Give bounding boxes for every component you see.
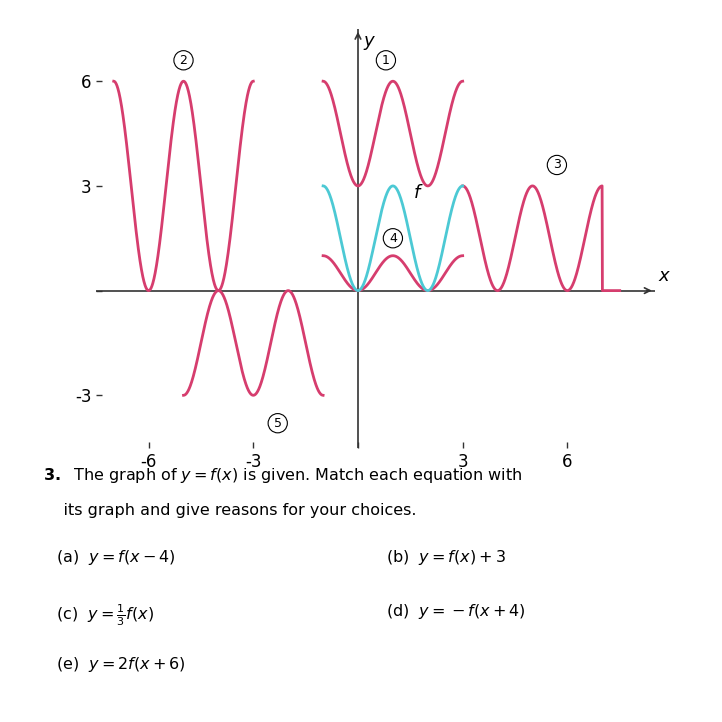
Text: 3: 3 — [553, 158, 561, 172]
Text: f: f — [414, 184, 420, 202]
Text: 4: 4 — [389, 232, 397, 245]
Text: its graph and give reasons for your choices.: its graph and give reasons for your choi… — [43, 503, 416, 518]
Text: (e)  $y = 2f(x + 6)$: (e) $y = 2f(x + 6)$ — [56, 656, 186, 674]
Text: (b)  $y = f(x) + 3$: (b) $y = f(x) + 3$ — [386, 549, 505, 567]
Text: x: x — [658, 267, 669, 285]
Text: (d)  $y = -f(x + 4)$: (d) $y = -f(x + 4)$ — [386, 602, 525, 621]
Text: $\mathbf{3.}$  The graph of $y = f(x)$ is given. Match each equation with: $\mathbf{3.}$ The graph of $y = f(x)$ is… — [43, 466, 522, 484]
Text: 5: 5 — [274, 417, 282, 430]
Text: 2: 2 — [180, 53, 188, 67]
Text: y: y — [363, 32, 374, 51]
Text: (a)  $y = f(x - 4)$: (a) $y = f(x - 4)$ — [56, 549, 176, 567]
Text: 1: 1 — [382, 53, 390, 67]
Text: (c)  $y = \frac{1}{3}f(x)$: (c) $y = \frac{1}{3}f(x)$ — [56, 602, 155, 627]
